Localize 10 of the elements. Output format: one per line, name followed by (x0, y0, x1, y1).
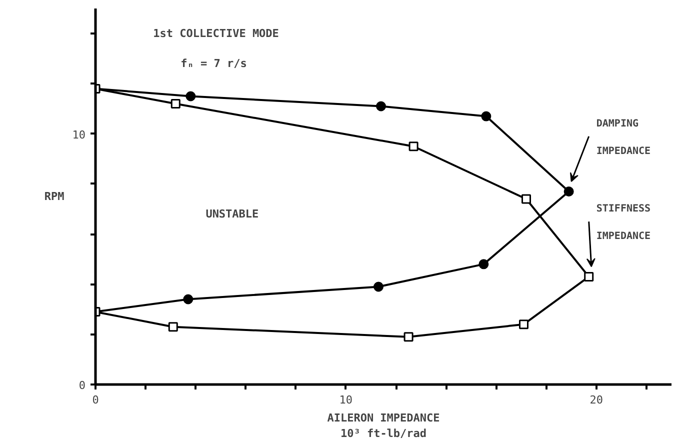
x-tick-label: 0 (92, 394, 99, 406)
x-axis-title: AILERON IMPEDANCE 10³ ft-lb/rad (327, 412, 440, 440)
annotation: fₙ = 7 r/s (180, 57, 247, 70)
x-tick-label: 10 (339, 394, 353, 406)
text: STIFFNESS IMPEDANCE (596, 204, 651, 242)
annotation: 1st COLLECTIVE MODE (153, 27, 279, 40)
annotation: UNSTABLE (206, 208, 259, 221)
y-axis-title: RPM (44, 190, 65, 203)
x-tick-label: 20 (590, 394, 603, 406)
text: DAMPING IMPEDANCE (596, 118, 651, 157)
